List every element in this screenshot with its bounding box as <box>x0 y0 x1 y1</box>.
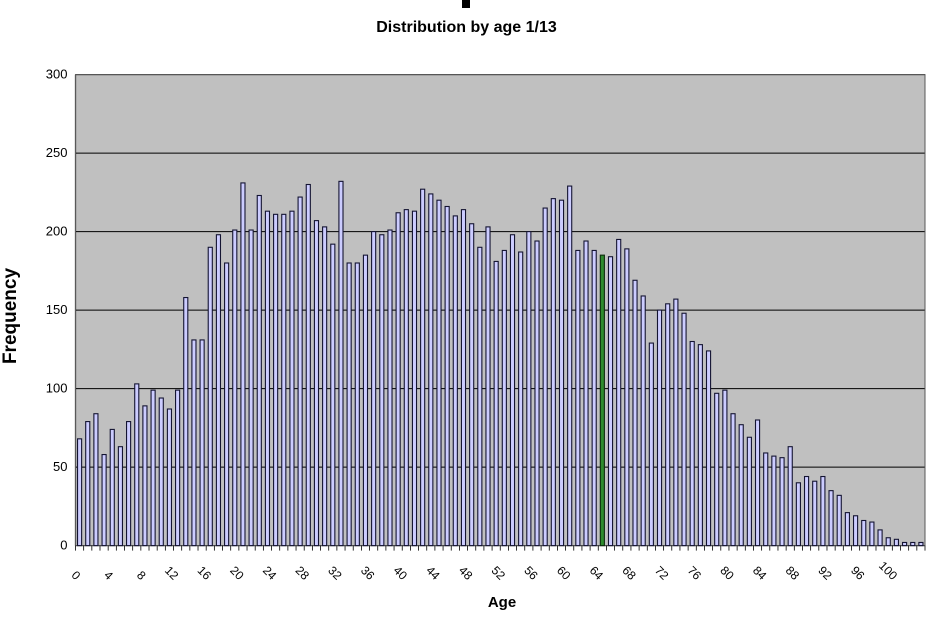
svg-text:100: 100 <box>876 559 900 583</box>
svg-text:44: 44 <box>423 563 443 583</box>
svg-text:12: 12 <box>162 563 182 583</box>
svg-text:32: 32 <box>325 563 345 583</box>
svg-text:300: 300 <box>46 67 68 82</box>
svg-text:50: 50 <box>53 459 67 474</box>
svg-text:24: 24 <box>260 563 280 583</box>
svg-text:200: 200 <box>46 224 68 239</box>
svg-text:20: 20 <box>227 563 247 583</box>
svg-text:8: 8 <box>134 568 149 583</box>
svg-text:72: 72 <box>652 563 672 583</box>
svg-text:250: 250 <box>46 145 68 160</box>
svg-text:28: 28 <box>293 563 313 583</box>
svg-text:0: 0 <box>69 568 84 583</box>
svg-text:150: 150 <box>46 302 68 317</box>
svg-text:80: 80 <box>717 563 737 583</box>
svg-text:64: 64 <box>587 563 607 583</box>
svg-text:96: 96 <box>848 563 868 583</box>
svg-text:48: 48 <box>456 563 476 583</box>
svg-text:16: 16 <box>195 563 215 583</box>
svg-text:36: 36 <box>358 563 378 583</box>
svg-text:100: 100 <box>46 381 68 396</box>
svg-text:0: 0 <box>60 538 67 553</box>
svg-text:40: 40 <box>391 563 411 583</box>
svg-text:68: 68 <box>619 563 639 583</box>
svg-text:56: 56 <box>521 563 541 583</box>
svg-text:92: 92 <box>815 563 835 583</box>
svg-text:88: 88 <box>783 563 803 583</box>
svg-text:76: 76 <box>685 563 705 583</box>
svg-text:52: 52 <box>489 563 509 583</box>
svg-text:84: 84 <box>750 563 770 583</box>
svg-text:4: 4 <box>101 568 116 583</box>
svg-text:60: 60 <box>554 563 574 583</box>
